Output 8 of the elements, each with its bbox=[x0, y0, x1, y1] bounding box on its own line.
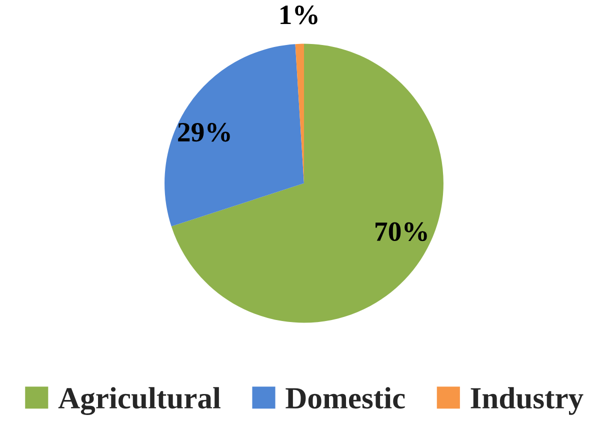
legend-label: Industry bbox=[470, 387, 584, 415]
pie-slice bbox=[171, 44, 444, 323]
data-label: 70% bbox=[376, 222, 427, 242]
data-label: 1% bbox=[280, 6, 318, 24]
pie-slice bbox=[164, 44, 304, 226]
legend-label: Domestic bbox=[286, 387, 405, 409]
data-label: 29% bbox=[178, 122, 230, 142]
legend-label: Agricultural bbox=[58, 387, 220, 416]
